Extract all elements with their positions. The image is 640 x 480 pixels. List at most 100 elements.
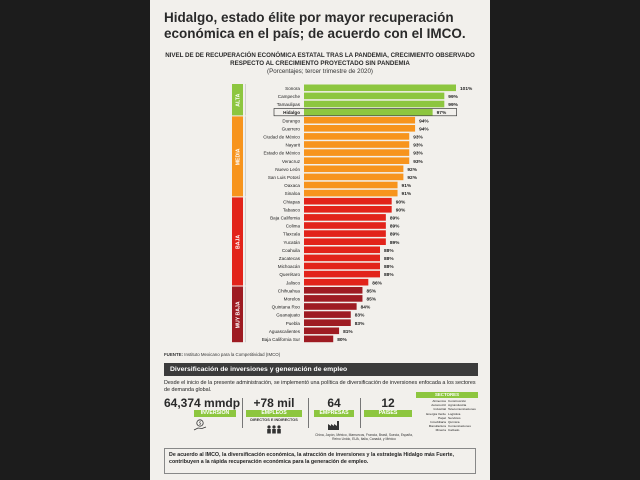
state-label: Chihuahua <box>278 288 301 293</box>
headline: Hidalgo, estado élite por mayor recupera… <box>164 10 466 41</box>
sector-item: Papel <box>438 415 446 420</box>
sectores-title: SECTORES <box>416 392 478 398</box>
countries-value: 12 <box>381 396 395 410</box>
bar <box>304 165 404 173</box>
state-label: Tamaulipas <box>277 102 301 107</box>
sector-item: Automotriz <box>431 403 446 408</box>
bar <box>304 262 380 270</box>
state-label: Michoacán <box>278 264 301 269</box>
state-label: Baja California <box>270 215 300 220</box>
people-icon <box>267 425 281 434</box>
highlight-box <box>273 108 457 117</box>
bar <box>304 92 445 100</box>
bar <box>304 108 433 116</box>
state-label: Veracruz <box>282 159 301 164</box>
sector-item: Calzado <box>448 428 460 433</box>
value-label: 88% <box>384 256 394 262</box>
bar <box>304 327 340 335</box>
bar <box>304 278 369 286</box>
group-band <box>232 197 243 286</box>
group-band <box>232 84 243 116</box>
bar <box>304 149 410 156</box>
state-label: Guerrero <box>282 126 301 131</box>
state-label: Puebla <box>286 321 301 326</box>
infographic-page: Hidalgo, estado élite por mayor recupera… <box>150 0 490 480</box>
group-guide <box>245 84 246 116</box>
value-label: 81% <box>343 329 353 335</box>
sector-item: Comunicaciones <box>448 424 471 429</box>
bar <box>304 295 363 302</box>
sector-item: Alimentos <box>432 399 446 403</box>
state-label: Chiapas <box>283 199 301 204</box>
value-label: 86% <box>372 280 382 286</box>
sector-item: Logística <box>448 411 461 416</box>
sector-item: Química <box>448 420 460 425</box>
value-label: 89% <box>390 224 400 230</box>
sector-item: Industrial <box>433 407 446 412</box>
value-label: 90% <box>396 207 406 213</box>
companies-value: 64 <box>327 396 341 410</box>
bar <box>304 125 416 132</box>
jobs-label: EMPLEOS <box>246 410 302 417</box>
value-label: 83% <box>355 313 365 319</box>
group-guide <box>245 197 246 286</box>
sector-item: Minería <box>435 428 446 433</box>
group-band <box>232 116 243 197</box>
group-label: MUY BAJA <box>236 301 242 328</box>
chart-subtitle: NIVEL DE DE RECUPERACIÓN ECONÓMICA ESTAT… <box>165 52 475 67</box>
state-label: Guanajuato <box>276 313 300 318</box>
sector-item: Inmobiliaria <box>430 420 446 425</box>
sector-item: Manufactura <box>428 424 446 429</box>
sectores-list: Alimentos Construcción Automotriz Agroindus… <box>416 399 478 433</box>
state-label: Sinaloa <box>285 191 301 196</box>
state-label: Querétaro <box>279 272 300 277</box>
state-label: Nayarit <box>285 143 300 148</box>
sectores-panel: SECTORES Alimentos Construcción Automotriz… <box>416 392 478 433</box>
stat-divider <box>308 398 309 428</box>
bar <box>304 222 386 229</box>
state-label: Baja California Sur <box>262 337 301 342</box>
chart-note: (Porcentajes; tercer trimestre de 2020) <box>267 68 373 75</box>
value-label: 97% <box>437 110 447 116</box>
state-label: Zacatecas <box>279 256 301 261</box>
group-label: ALTA <box>236 93 242 106</box>
stat-divider <box>360 398 361 428</box>
state-label: Sonora <box>285 86 300 91</box>
bar <box>304 246 380 254</box>
value-label: 99% <box>448 94 458 100</box>
stat-investment: 64,374 mmdp INVERSIÓN $ <box>164 396 240 431</box>
value-label: 89% <box>390 240 400 246</box>
state-label: Aguascalientes <box>269 329 301 334</box>
value-label: 80% <box>337 337 347 343</box>
countries-label: PAÍSES <box>364 410 412 417</box>
bar <box>304 141 410 148</box>
value-label: 88% <box>384 248 394 254</box>
sector-item: Construcción <box>448 399 467 403</box>
svg-text:$: $ <box>199 421 202 427</box>
bar <box>304 181 398 189</box>
bar <box>304 197 392 205</box>
bar <box>304 287 363 294</box>
bar <box>304 84 456 92</box>
state-label: Morelos <box>284 296 301 301</box>
money-hand-icon: $ <box>193 419 207 431</box>
bar <box>304 133 410 140</box>
stat-jobs: +78 mil EMPLEOS DIRECTOS E INDIRECTOS <box>246 396 302 434</box>
value-label: 88% <box>384 272 394 278</box>
bar <box>304 116 416 124</box>
stat-divider <box>242 398 243 428</box>
state-label: Tabasco <box>283 207 301 212</box>
state-label: Oaxaca <box>284 183 300 188</box>
state-label: Tlaxcala <box>283 232 301 237</box>
value-label: 93% <box>413 134 423 140</box>
group-guide <box>245 286 246 343</box>
value-label: 91% <box>402 183 412 189</box>
bar <box>304 270 380 278</box>
bar <box>304 319 351 326</box>
bar <box>304 303 357 310</box>
bar <box>304 254 380 262</box>
group-label: BAJA <box>236 235 242 249</box>
state-label: Coahuila <box>282 248 301 253</box>
investment-label: INVERSIÓN <box>194 410 236 417</box>
value-label: 94% <box>419 126 429 132</box>
